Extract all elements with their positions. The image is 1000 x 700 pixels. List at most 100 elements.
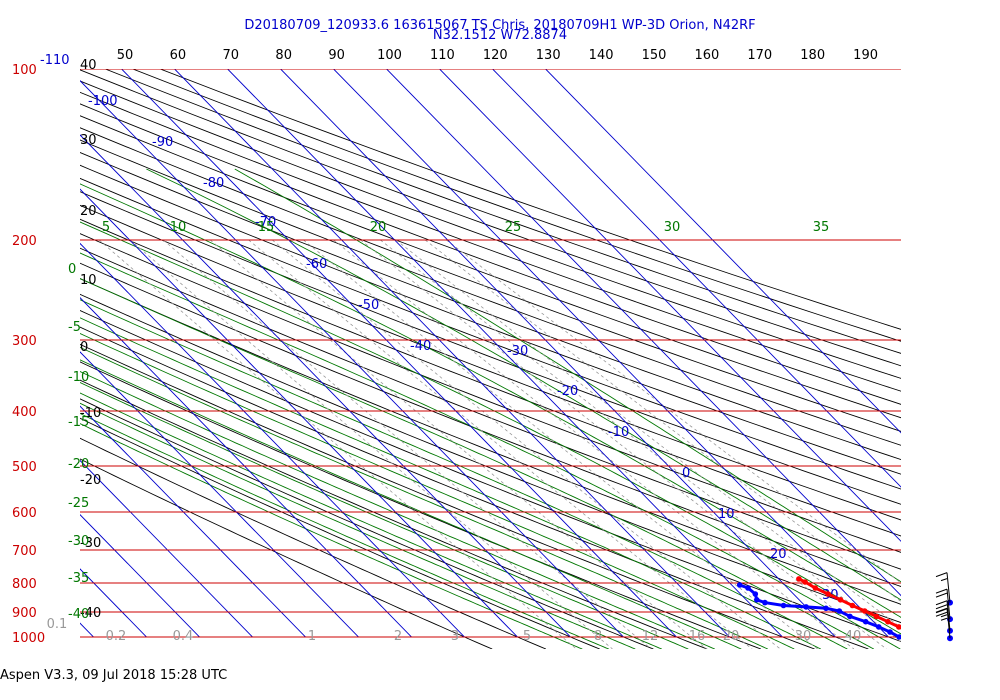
moist-adiabat-left-label: -40 <box>68 607 89 622</box>
pressure-label: 700 <box>12 544 37 559</box>
mixing-ratio-label: 0.1 <box>47 617 68 632</box>
wind-barb-staff <box>946 600 951 631</box>
temperature-trace-point <box>861 608 868 614</box>
dry-adiabat-line <box>80 127 901 432</box>
dewpoint-trace-point <box>762 599 768 606</box>
wind-barb-full <box>935 592 948 598</box>
isotherm-label: -60 <box>306 257 327 272</box>
top-axis-label: 100 <box>377 48 402 63</box>
dry-adiabat-line <box>80 80 901 379</box>
dry-adiabat-line <box>80 326 869 649</box>
left-axis-label: -40 <box>80 606 101 621</box>
temperature-trace-point <box>796 576 802 582</box>
moist-adiabat-line <box>80 252 901 649</box>
isotherm-line <box>80 405 306 638</box>
moist-adiabat-left-label: -30 <box>68 534 89 549</box>
moist-adiabat-line <box>80 359 742 649</box>
wind-barb-full <box>935 604 948 610</box>
isotherm-line <box>80 459 253 638</box>
isotherm-line <box>545 69 901 434</box>
mixing-ratio-line <box>162 239 652 649</box>
moist-adiabat-left-label: -15 <box>68 415 89 430</box>
mixing-ratio-line <box>129 239 613 649</box>
dry-adiabat-line <box>80 417 600 649</box>
diagram-lines <box>80 69 901 649</box>
dry-adiabat-line <box>132 69 901 342</box>
mixing-ratio-line <box>248 239 753 649</box>
isotherm-label: -110 <box>40 53 70 68</box>
temperature-trace-point <box>873 613 880 620</box>
mixing-ratio-line <box>333 239 855 649</box>
temperature-trace-point <box>812 585 819 591</box>
isotherm-line <box>174 69 730 638</box>
dry-adiabat-line <box>80 152 901 461</box>
mixing-ratio-label: 16 <box>689 629 706 644</box>
top-axis-label: 60 <box>170 48 187 63</box>
top-axis-label: 180 <box>800 48 825 63</box>
dewpoint-trace-point <box>780 602 787 609</box>
pressure-label: 400 <box>12 405 37 420</box>
top-axis-label: 80 <box>275 48 292 63</box>
mixing-ratio-line <box>446 239 901 584</box>
isotherm-line <box>121 69 677 638</box>
dewpoint-trace-point <box>905 637 911 643</box>
moist-adiabat-left-label: -10 <box>68 370 89 385</box>
mixing-ratio-label: 8 <box>594 629 602 644</box>
dry-adiabat-line <box>105 69 901 354</box>
isotherm-line <box>439 69 901 542</box>
mixing-ratio-label: 20 <box>723 629 740 644</box>
wind-barbs <box>935 572 953 642</box>
isotherm-line <box>492 69 901 488</box>
dry-adiabat-line <box>80 164 901 475</box>
isotherm-line <box>80 80 624 638</box>
isotherm-label: 10 <box>718 507 735 522</box>
temperature-trace-point <box>896 624 901 630</box>
dry-adiabat-line <box>80 191 901 505</box>
dewpoint-trace-point <box>836 608 843 614</box>
isotherm-line <box>80 514 200 638</box>
left-axis-label: 30 <box>80 133 97 148</box>
dewpoint-trace-point <box>754 597 760 603</box>
isotherm-label: -80 <box>203 176 224 191</box>
left-axis-label: 40 <box>80 58 97 73</box>
moist-adiabat-top-label: 35 <box>813 220 830 235</box>
isotherm-line <box>386 69 901 597</box>
dry-adiabat-line <box>80 379 708 649</box>
dewpoint-trace-point <box>736 582 743 588</box>
top-axis-label: 160 <box>694 48 719 63</box>
moist-adiabat-top-label: 30 <box>664 220 681 235</box>
temperature-trace-point <box>849 602 856 609</box>
chart-title: D20180709_120933.6 163615067 TS Chris, 2… <box>244 18 755 33</box>
wind-barb-half <box>940 578 948 582</box>
moist-adiabat-line <box>146 168 901 601</box>
temperature-trace-point <box>837 597 844 603</box>
mixing-ratio-label: 3 <box>451 629 459 644</box>
dewpoint-trace-point <box>875 624 882 630</box>
moist-adiabat-top-label: 15 <box>258 220 275 235</box>
moist-adiabat-left-label: -5 <box>68 320 81 335</box>
dry-adiabat-line <box>80 69 901 367</box>
top-axis-label: 130 <box>536 48 561 63</box>
wind-barb-full <box>935 600 948 606</box>
moist-adiabat-top-label: 25 <box>505 220 522 235</box>
left-axis-label: 10 <box>80 273 97 288</box>
temperature-trace-point <box>825 591 831 597</box>
dry-adiabat-line <box>80 103 901 405</box>
dry-adiabat-line <box>80 233 901 553</box>
pressure-label: 600 <box>12 506 37 521</box>
moist-adiabat-line <box>80 371 715 649</box>
pressure-label: 200 <box>12 234 37 249</box>
moist-adiabat-line <box>80 381 689 649</box>
wind-barb-staff <box>946 572 951 603</box>
mixing-ratio-label: 40 <box>845 629 862 644</box>
footer-text: Aspen V3.3, 09 Jul 2018 15:28 UTC <box>0 668 228 683</box>
temperature-trace-point <box>802 579 808 585</box>
mixing-ratio-label: 12 <box>642 629 659 644</box>
moist-adiabat-line <box>80 221 901 635</box>
moist-adiabat-left-label: -20 <box>68 457 89 472</box>
isotherm-label: -30 <box>507 344 528 359</box>
wind-barb-full <box>935 588 948 594</box>
isotherm-label: -10 <box>608 425 629 440</box>
dewpoint-trace-point <box>887 629 893 635</box>
